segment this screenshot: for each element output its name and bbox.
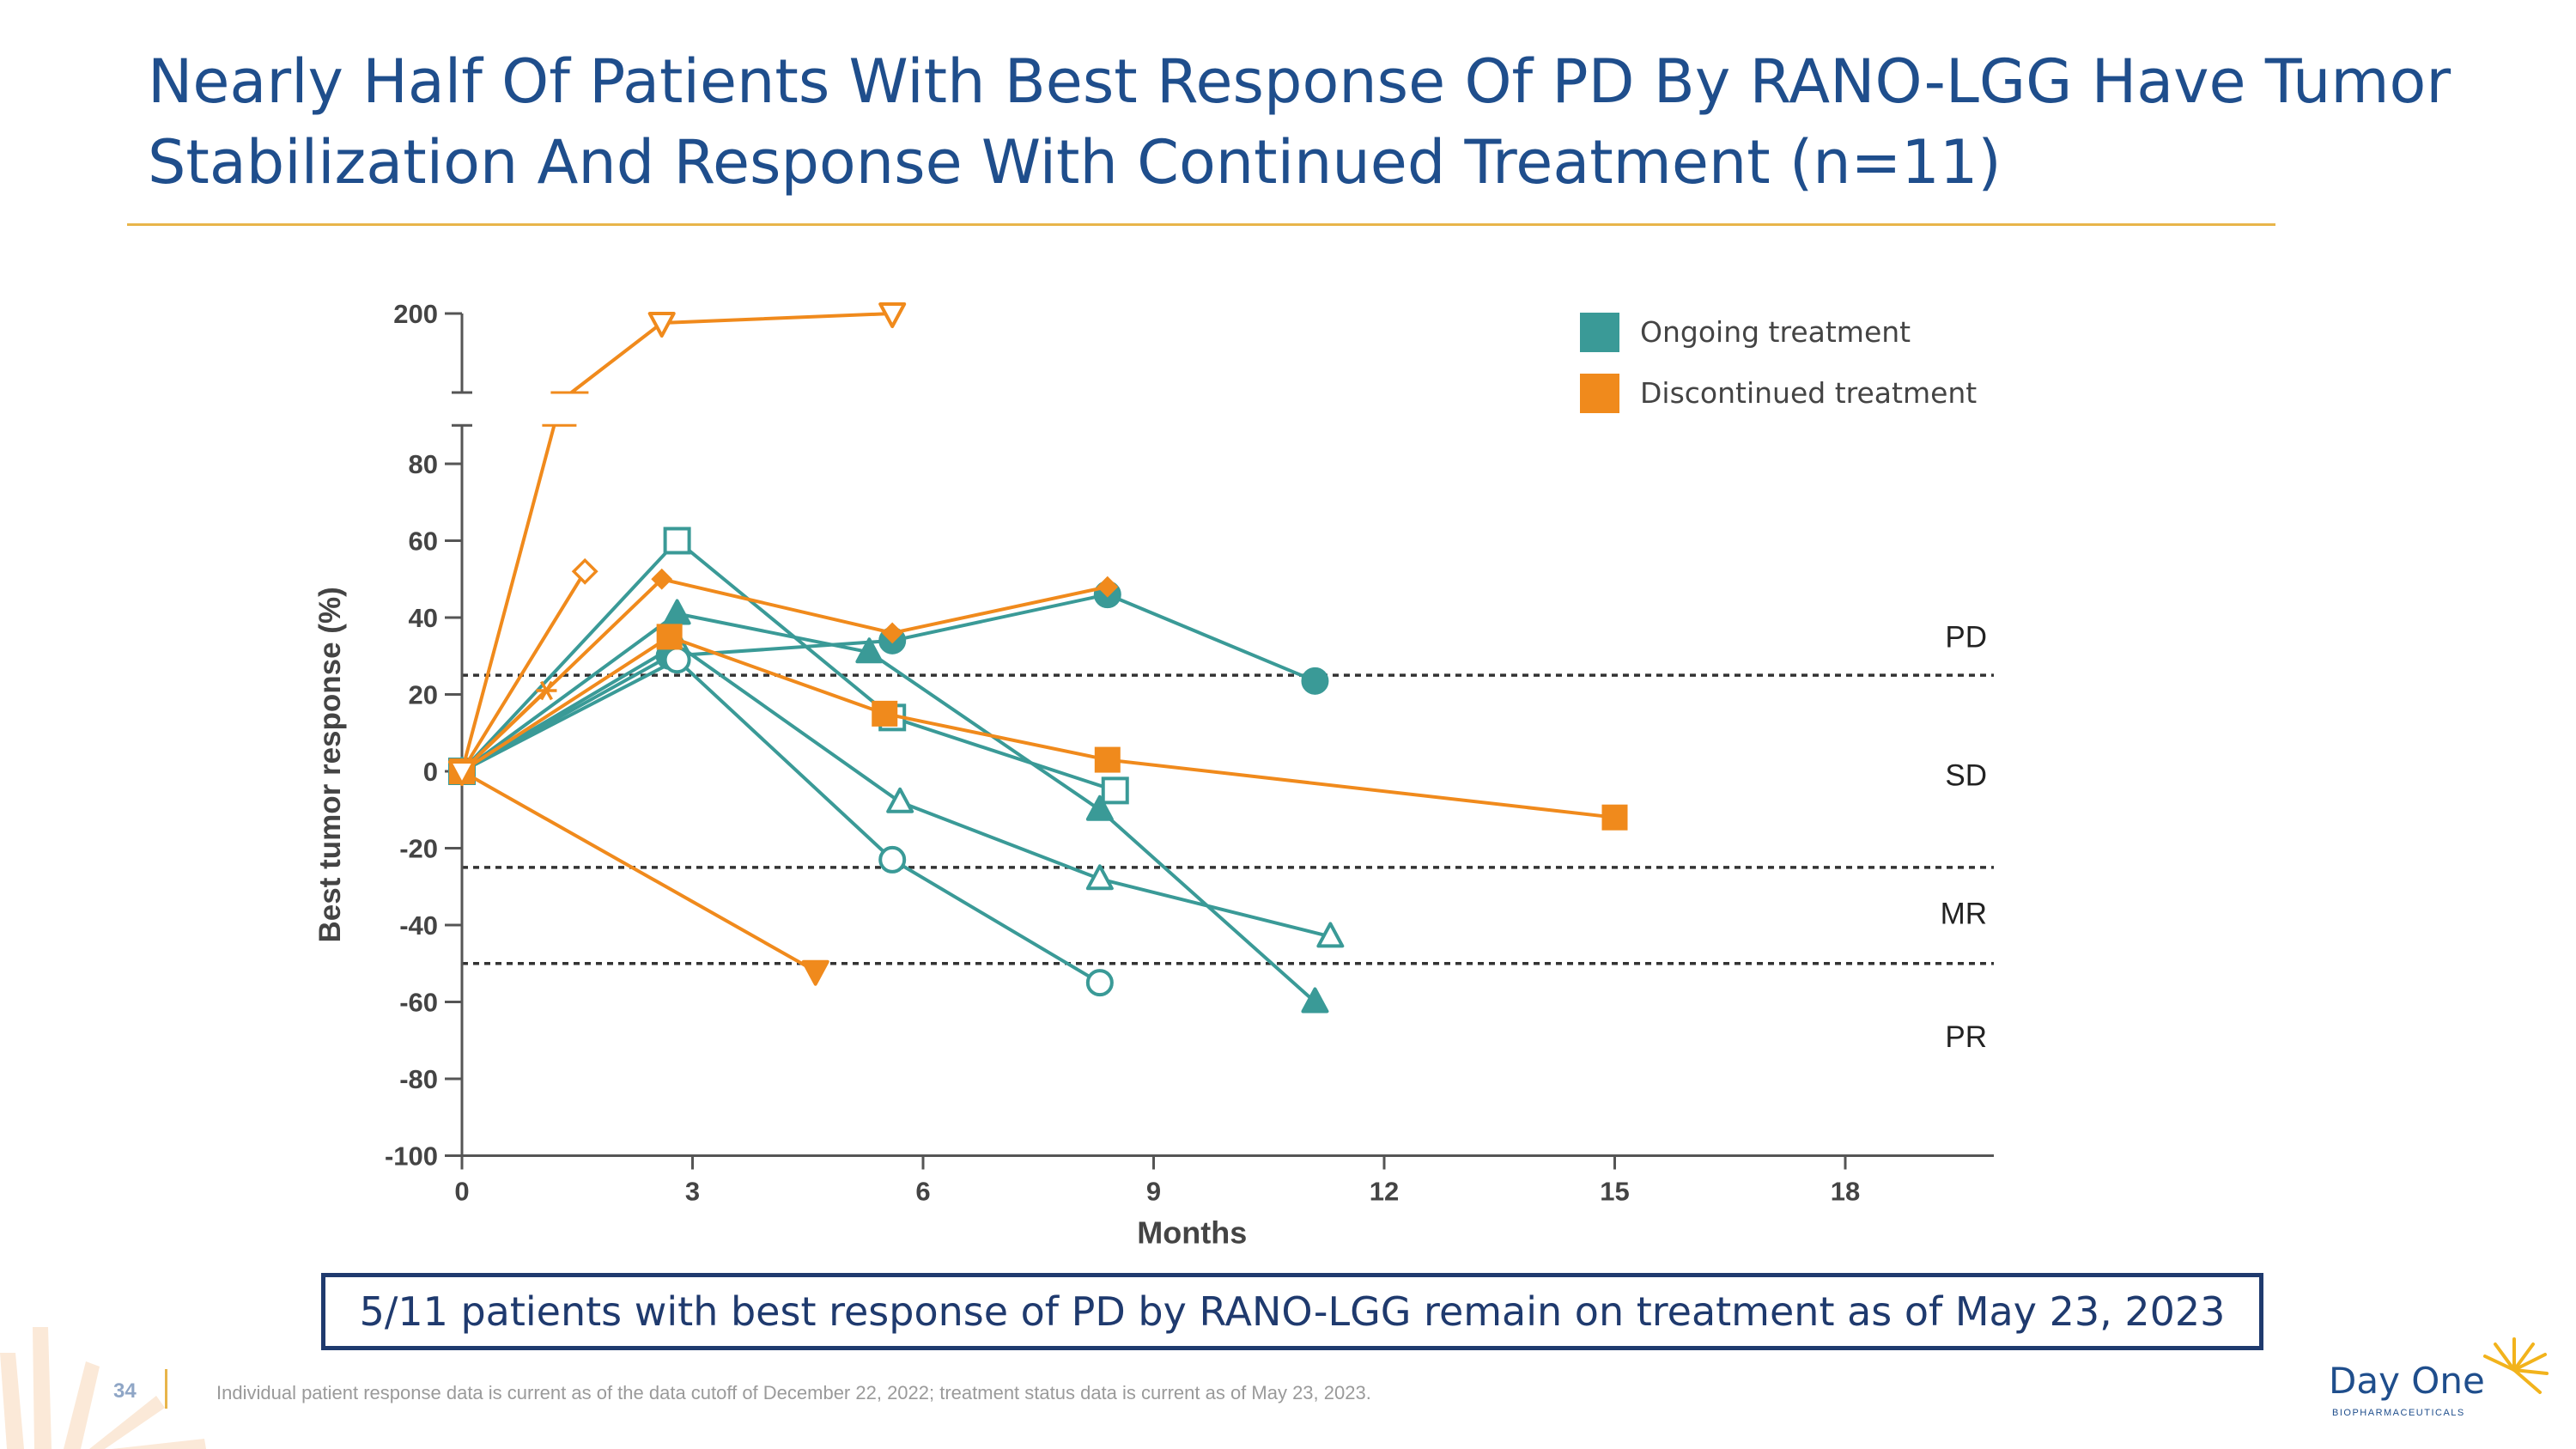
y-tick-label: -60 <box>399 988 438 1018</box>
series-discontinued <box>448 302 907 786</box>
x-tick-label: 0 <box>454 1177 469 1207</box>
data-point-triangle <box>1316 922 1345 948</box>
y-tick-label: 0 <box>423 757 438 787</box>
threshold-lines: PD SD MR PR <box>462 620 1994 1054</box>
data-point-triangle <box>1301 987 1329 1014</box>
series-discontinued <box>448 557 598 785</box>
data-point-asterisk <box>536 680 557 701</box>
data-point-square <box>656 624 683 650</box>
data-point-triangle <box>663 599 691 625</box>
data-point-triangle <box>855 637 884 664</box>
slide-title: Nearly Half Of Patients With Best Respon… <box>148 46 2451 198</box>
y-tick-label: -20 <box>399 834 438 864</box>
data-point-square <box>872 700 898 727</box>
legend-label: Ongoing treatment <box>1640 315 1911 349</box>
data-point-triangle <box>1085 795 1114 821</box>
data-point-down-triangle <box>878 302 907 328</box>
sun-logo-icon <box>2483 1337 2549 1394</box>
company-logo: Day One BIOPHARMACEUTICALS <box>2329 1336 2552 1430</box>
x-tick-label: 6 <box>915 1177 930 1207</box>
chart-legend: Ongoing treatment Discontinued treatment <box>1580 313 1977 413</box>
footnote: Individual patient response data is curr… <box>216 1382 1371 1403</box>
data-point-circle <box>663 646 691 674</box>
y-tick-label: -100 <box>385 1142 438 1172</box>
data-point-circle <box>1301 667 1329 695</box>
y-tick-label: 200 <box>393 299 438 329</box>
region-label-pr: PR <box>1945 1020 1987 1054</box>
region-label-mr: MR <box>1941 898 1987 931</box>
series-line <box>460 539 1116 793</box>
x-tick-label: 3 <box>685 1177 700 1207</box>
y-tick-label: 20 <box>409 680 438 710</box>
legend-swatch <box>1580 313 1619 352</box>
data-point-square <box>1101 776 1129 805</box>
y-tick-label: 80 <box>409 449 438 479</box>
series-line <box>460 570 586 773</box>
series-discontinued <box>449 624 1628 831</box>
page-number: 34 <box>113 1379 137 1403</box>
data-point-square <box>663 527 691 555</box>
data-point-diamond <box>881 622 903 644</box>
data-point-circle <box>1085 969 1114 997</box>
y-tick-label: 40 <box>409 603 438 633</box>
asterisk-stroke <box>539 680 553 701</box>
y-tick-label: 60 <box>409 527 438 557</box>
series-line <box>460 577 1109 773</box>
x-tick-label: 12 <box>1370 1177 1399 1207</box>
data-point-diamond <box>571 557 598 585</box>
data-point-down-triangle <box>448 760 476 786</box>
series-line <box>460 635 1615 819</box>
callout-text: 5/11 patients with best response of PD b… <box>359 1288 2226 1335</box>
logo-name: Day One <box>2329 1360 2485 1402</box>
series-ongoing <box>448 599 1329 1014</box>
region-label-sd: SD <box>1945 758 1987 792</box>
legend-label: Discontinued treatment <box>1640 376 1977 410</box>
data-point-triangle <box>1085 864 1114 891</box>
series-line <box>570 312 893 394</box>
title-rule <box>127 223 2275 226</box>
x-tick-label: 15 <box>1600 1177 1629 1207</box>
series-line <box>460 689 548 773</box>
x-axis-title: Months <box>1137 1215 1247 1251</box>
x-tick-label: 18 <box>1831 1177 1860 1207</box>
series-line <box>461 770 817 973</box>
logo-subtitle: BIOPHARMACEUTICALS <box>2332 1408 2465 1418</box>
series-line <box>461 593 1316 773</box>
page-divider <box>165 1369 167 1409</box>
x-tick-label: 9 <box>1146 1177 1161 1207</box>
decorative-rays-icon <box>0 1327 206 1449</box>
data-point-square <box>1094 746 1121 773</box>
region-label-pd: PD <box>1945 620 1987 654</box>
data-point-down-triangle <box>647 312 676 338</box>
y-tick-label: -40 <box>399 910 438 941</box>
data-point-down-triangle <box>801 959 829 986</box>
series-discontinued <box>448 760 829 986</box>
data-point-triangle <box>886 787 914 813</box>
y-tick-label: -80 <box>399 1064 438 1094</box>
data-point-square <box>1601 804 1628 831</box>
series-line <box>460 424 556 772</box>
data-point-diamond <box>651 568 673 590</box>
legend-swatch <box>1580 374 1619 413</box>
chart-series <box>448 302 1628 1014</box>
data-point-circle <box>878 845 907 874</box>
series-ongoing <box>448 630 1345 948</box>
y-axis-title: Best tumor response (%) <box>313 587 347 942</box>
series-line <box>461 658 1101 984</box>
callout-box: 5/11 patients with best response of PD b… <box>321 1273 2263 1350</box>
data-point-diamond <box>1097 575 1119 598</box>
